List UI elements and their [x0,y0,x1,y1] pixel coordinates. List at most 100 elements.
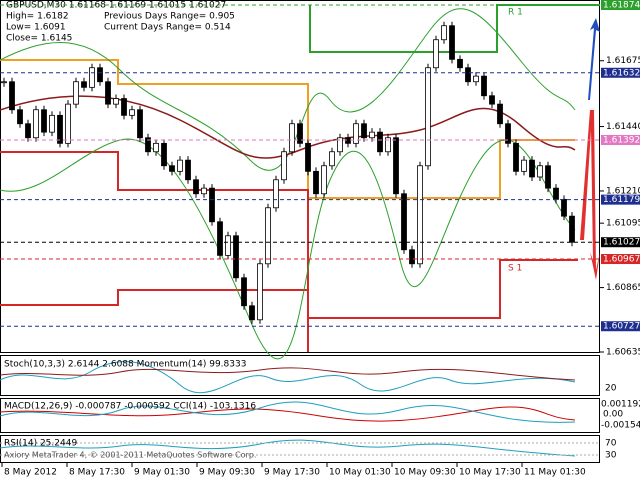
s1-label: S 1 [508,264,522,274]
candle [489,95,495,105]
candle [473,75,479,83]
candle [353,123,359,144]
candle [185,159,191,181]
symbol-line: GBPUSD,M30 1.61168 1.61169 1.61015 1.610… [6,1,226,11]
s1-line-a [0,151,309,352]
candle [289,123,295,153]
candle [153,142,159,153]
candle [449,25,455,60]
time-label: 8 May 17:30 [69,468,125,478]
price-label: 1.61440 [606,122,640,132]
candle [529,159,535,178]
candle [385,137,391,153]
candle [273,179,279,209]
candle [137,109,143,139]
candle [393,137,399,195]
candle [121,98,127,116]
candle [145,137,151,153]
candle [313,170,319,195]
level-label: 1.61632 [603,68,640,78]
candle [257,263,263,321]
candle [169,165,175,172]
rsi-window [0,435,600,463]
range-line: Previous Days Range= 0.905 [104,12,235,22]
candle [441,25,447,41]
info-line: High= 1.6182 [6,12,69,22]
time-label: 8 May 2012 [4,468,57,478]
candle [433,39,439,69]
time-label: 9 May 01:30 [134,468,190,478]
candle [193,179,199,195]
candle [65,103,71,144]
level-box [601,67,640,78]
time-label: 10 May 09:30 [394,468,456,478]
window-axis: 30 [605,451,617,461]
momentum-line [0,367,576,381]
level-box [601,0,640,10]
candle [329,151,335,167]
candle [401,193,407,251]
info-line: Close= 1.6145 [6,34,72,44]
candle [49,114,55,133]
time-label: 10 May 17:30 [459,468,521,478]
candle [225,235,231,256]
level-box [601,134,640,145]
candle [417,165,423,265]
price-label: 1.61210 [606,186,640,196]
price-label: 1.60865 [606,283,640,293]
level-box [601,254,640,265]
price-label: 1.61675 [606,56,640,66]
candle [233,235,239,279]
candle [73,81,79,105]
candle [505,123,511,144]
candle [377,131,383,153]
candle [561,198,567,217]
candle [553,187,559,200]
stoch-line [0,361,576,394]
candle [9,81,15,111]
candle [17,109,23,125]
candle [81,81,87,88]
time-label: 9 May 17:30 [264,468,320,478]
window-label: Stoch(10,3,3) 2.6144 2.6088 Momentum(14)… [4,360,246,370]
window-axis: 0.00 [603,410,623,420]
window-label: MACD(12,26,9) -0.000787 -0.000592 CCI(14… [4,402,256,412]
level-box [601,321,640,332]
candle [481,75,487,97]
level-label: 1.61392 [603,135,640,145]
window-axis: 0.001192 [601,400,640,410]
candle [337,137,343,153]
candle [129,109,135,116]
candle [97,67,103,83]
moving-average [0,95,576,159]
candle [345,137,351,144]
candle [569,215,575,243]
window-axis: -0.00154 [601,421,640,431]
r1-line [309,4,600,53]
candle [409,249,415,265]
candle [209,187,215,223]
candle [457,58,463,69]
cci-line [0,401,576,423]
window-axis: 70 [605,439,617,449]
candle [513,142,519,172]
time-label: 11 May 01:30 [524,468,586,478]
info-line: Low= 1.6091 [6,23,66,33]
range-line: Current Days Range= 0.514 [104,23,231,33]
s1-line-b [0,259,578,319]
main-window [0,0,600,353]
candle [521,159,527,172]
level-label: 1.61027 [603,238,640,248]
window-axis: 20 [605,384,617,394]
candle [369,131,375,139]
price-label: 1.61095 [606,219,640,229]
r1-label: R 1 [508,8,523,18]
time-label: 10 May 01:30 [329,468,391,478]
candle [113,98,119,105]
candle [361,123,367,139]
candle [241,277,247,307]
candle [89,67,95,88]
candle [321,165,327,195]
